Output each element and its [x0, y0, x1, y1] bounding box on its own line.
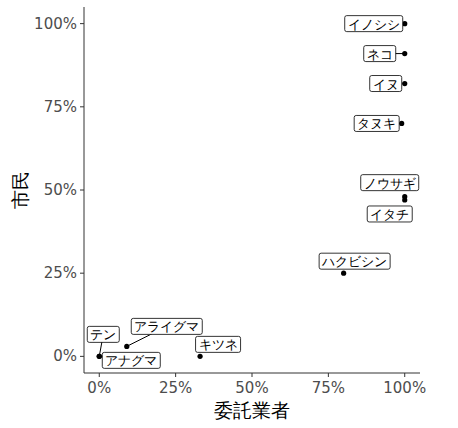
label-box — [319, 253, 390, 269]
x-tick-label: 50% — [235, 379, 268, 397]
point — [341, 271, 346, 276]
label-box — [370, 76, 402, 92]
y-axis-title: 市民 — [9, 171, 31, 209]
point-label: イノシシ — [345, 16, 403, 32]
label-box — [87, 326, 119, 342]
label-text: アライグマ — [134, 319, 199, 334]
label-box — [354, 115, 399, 131]
y-tick-label: 25% — [44, 264, 77, 282]
point-label: イヌ — [370, 76, 402, 92]
label-text: イノシシ — [348, 17, 400, 32]
label-box — [364, 46, 396, 62]
y-tick — [80, 23, 84, 24]
point-label: イタチ — [367, 206, 412, 222]
y-tick — [80, 106, 84, 107]
x-tick-label: 75% — [312, 379, 345, 397]
y-tick-label: 100% — [34, 15, 77, 33]
y-tick — [80, 356, 84, 357]
label-text: キツネ — [199, 337, 238, 352]
y-tick-label: 0% — [53, 347, 77, 365]
point-label: テン — [87, 326, 119, 342]
label-text: アナグマ — [105, 353, 157, 368]
point-label: アナグマ — [102, 352, 160, 368]
x-tick — [328, 373, 329, 377]
label-box — [131, 318, 202, 334]
label-text: タヌキ — [357, 116, 396, 131]
label-box — [196, 336, 241, 352]
point — [402, 51, 407, 56]
point — [124, 344, 129, 349]
y-tick-label: 50% — [44, 181, 77, 199]
label-text: ハクビシン — [321, 254, 387, 269]
point-label: ノウサギ — [361, 175, 419, 191]
x-tick-label: 25% — [159, 379, 192, 397]
x-tick — [404, 373, 405, 377]
point — [97, 354, 102, 359]
labels: イノシシネコイヌタヌキノウサギイタチハクビシンキツネアライグマテンアナグマ — [87, 16, 418, 369]
x-axis-title: 委託業者 — [214, 399, 290, 421]
label-box — [345, 16, 403, 32]
y-tick — [80, 273, 84, 274]
point — [402, 197, 407, 202]
label-text: ノウサギ — [364, 176, 416, 191]
x-tick-label: 0% — [87, 379, 111, 397]
point-label: タヌキ — [354, 115, 399, 131]
point — [197, 354, 202, 359]
label-segments — [99, 24, 404, 361]
x-tick — [99, 373, 100, 377]
point — [97, 354, 102, 359]
label-text: テン — [90, 327, 116, 342]
point-label: ネコ — [364, 46, 396, 62]
point — [399, 121, 404, 126]
label-box — [361, 175, 419, 191]
chart: 0% 25% 50% 75% 100% 0% 25% 50% 75% 100% 委託業者 市民 イノシシ… — [0, 0, 458, 428]
point-label: アライグマ — [131, 318, 202, 334]
label-text: イタチ — [370, 207, 409, 222]
y-tick-label: 75% — [44, 98, 77, 116]
point — [402, 81, 407, 86]
label-text: ネコ — [367, 47, 393, 62]
x-tick — [175, 373, 176, 377]
x-tick — [252, 373, 253, 377]
x-tick-label: 100% — [383, 379, 426, 397]
point-label: ハクビシン — [319, 253, 390, 269]
label-box — [367, 206, 412, 222]
label-text: イヌ — [373, 77, 399, 92]
y-tick — [80, 190, 84, 191]
point-label: キツネ — [196, 336, 241, 352]
label-box — [102, 352, 160, 368]
